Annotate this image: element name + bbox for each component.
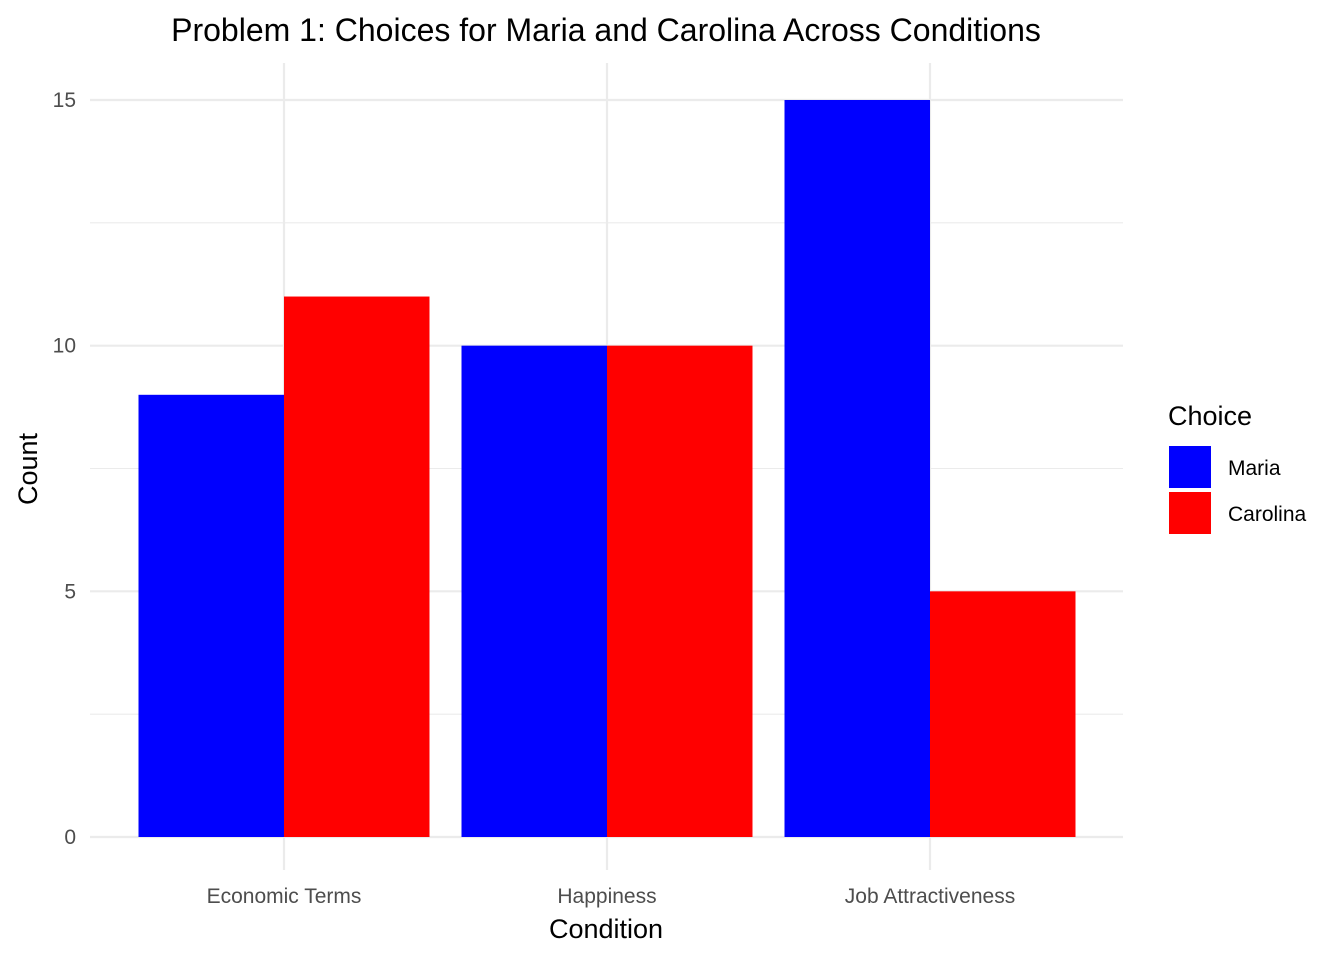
legend-key-maria <box>1169 446 1211 488</box>
y-axis-title: Count <box>13 432 43 505</box>
x-tick-label: Happiness <box>557 885 656 908</box>
legend-title: Choice <box>1168 401 1252 431</box>
bar-maria-job-attractiveness <box>784 100 930 837</box>
x-tick-label: Job Attractiveness <box>845 885 1015 908</box>
y-axis-ticks: 0 5 10 15 <box>53 89 76 849</box>
y-tick-label: 0 <box>64 826 76 849</box>
legend: Choice Maria Carolina <box>1168 401 1307 534</box>
legend-label-maria: Maria <box>1228 457 1281 480</box>
bar-carolina-economic-terms <box>284 296 430 837</box>
y-tick-label: 5 <box>64 580 76 603</box>
legend-label-carolina: Carolina <box>1228 503 1307 526</box>
legend-key-carolina <box>1169 492 1211 534</box>
y-tick-label: 15 <box>53 89 76 112</box>
x-axis-title: Condition <box>549 914 663 944</box>
bar-carolina-job-attractiveness <box>930 591 1076 837</box>
x-tick-label: Economic Terms <box>207 885 362 908</box>
bar-maria-economic-terms <box>138 394 284 837</box>
x-axis-ticks: Economic Terms Happiness Job Attractivenes… <box>207 885 1016 908</box>
y-tick-label: 10 <box>53 335 76 358</box>
bars <box>138 100 1076 837</box>
chart-title: Problem 1: Choices for Maria and Carolin… <box>171 12 1041 48</box>
bar-maria-happiness <box>461 345 607 837</box>
bar-carolina-happiness <box>607 345 753 837</box>
